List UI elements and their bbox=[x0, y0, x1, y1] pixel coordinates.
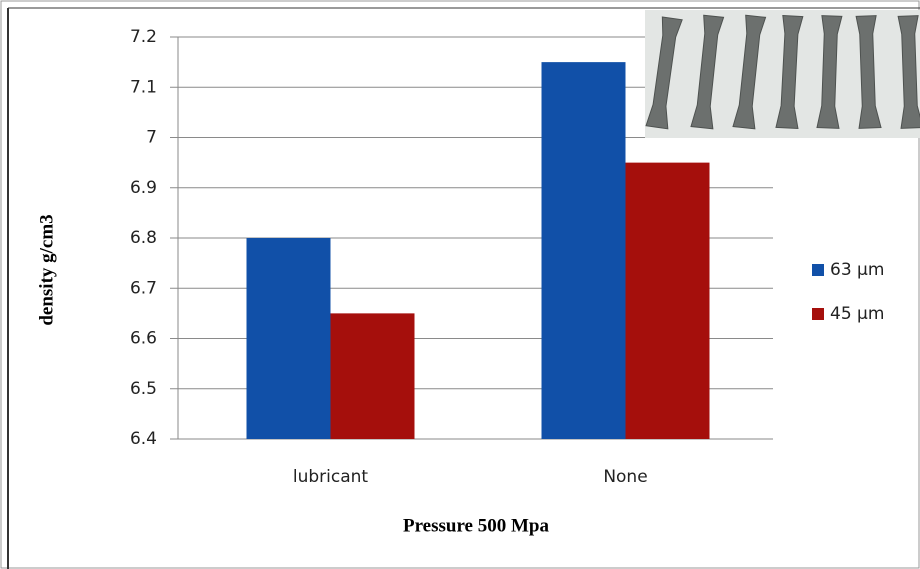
bar bbox=[625, 162, 710, 439]
legend-swatch bbox=[812, 308, 824, 320]
specimen bbox=[816, 15, 843, 129]
y-tick-label: 7 bbox=[146, 128, 157, 148]
specimen bbox=[855, 15, 882, 129]
legend-label: 45 µm bbox=[830, 304, 884, 324]
y-tick-label: 7.2 bbox=[130, 27, 157, 47]
bar bbox=[541, 62, 626, 439]
legend-swatch bbox=[812, 264, 824, 276]
bar bbox=[330, 313, 415, 439]
x-tick-label: lubricant bbox=[293, 467, 369, 487]
y-tick-label: 6.5 bbox=[130, 379, 157, 399]
photo-inset bbox=[645, 10, 920, 138]
x-axis-label: Pressure 500 Mpa bbox=[403, 515, 550, 536]
y-tick-label: 6.6 bbox=[130, 329, 157, 349]
y-tick-label: 7.1 bbox=[130, 77, 157, 97]
bar bbox=[246, 238, 331, 439]
legend-label: 63 µm bbox=[830, 260, 884, 280]
y-tick-label: 6.8 bbox=[130, 228, 157, 248]
plot: 6.4 6.5 6.6 6.7 6.8 6.9 7 7.1 7.2 lubricant None 63… bbox=[130, 27, 884, 487]
y-tick-label: 6.7 bbox=[130, 278, 157, 298]
y-tick-label: 6.4 bbox=[130, 429, 157, 449]
specimen bbox=[775, 15, 804, 130]
specimen bbox=[645, 16, 683, 130]
y-tick-label: 6.9 bbox=[130, 178, 157, 198]
y-axis-label: density g/cm3 bbox=[36, 214, 57, 325]
specimen bbox=[690, 14, 725, 130]
specimen bbox=[732, 14, 767, 130]
x-tick-label: None bbox=[603, 467, 647, 487]
specimen bbox=[897, 15, 920, 129]
